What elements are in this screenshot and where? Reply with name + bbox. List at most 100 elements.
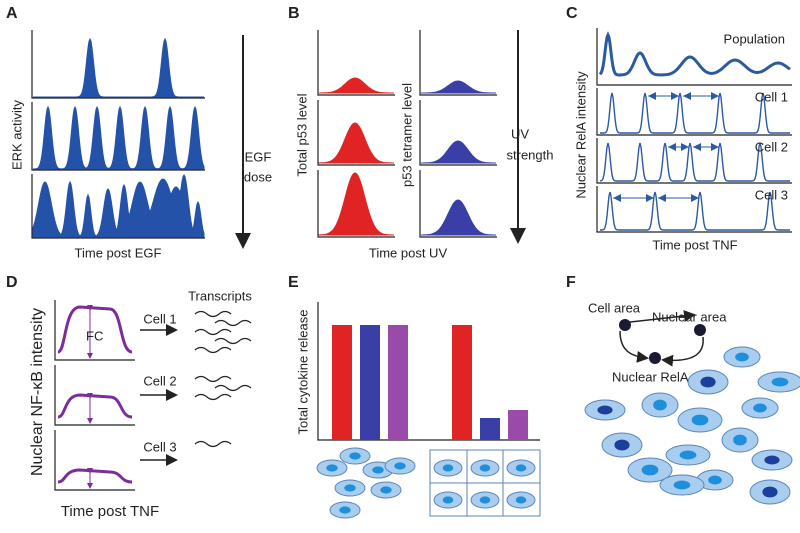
nucleus xyxy=(442,496,454,504)
nucleus xyxy=(515,496,527,504)
drawing xyxy=(31,28,800,519)
axis xyxy=(419,170,497,238)
bar xyxy=(388,325,408,440)
nucleus xyxy=(515,464,527,472)
nucleus xyxy=(733,434,747,446)
axis xyxy=(419,30,497,96)
bar xyxy=(480,418,500,440)
transcript xyxy=(214,384,252,392)
nucleus xyxy=(708,475,722,485)
axis xyxy=(596,138,792,184)
node-label: Nuclear RelA xyxy=(612,369,689,384)
axis-label: Time post EGF xyxy=(75,245,162,260)
axis xyxy=(317,30,395,96)
axis xyxy=(596,186,792,233)
axis xyxy=(54,300,135,361)
transcript xyxy=(194,346,232,354)
axis xyxy=(31,102,205,171)
trace xyxy=(598,31,791,77)
axis-label: Time post TNF xyxy=(61,503,159,520)
panel-letter: D xyxy=(6,274,18,291)
node xyxy=(619,319,631,331)
arrow-label: dose xyxy=(244,169,272,184)
axis-label: Total cytokine release xyxy=(295,309,310,434)
row-label: Cell 3 xyxy=(755,187,788,202)
axis xyxy=(54,430,135,491)
transcript xyxy=(194,310,232,318)
axis xyxy=(54,365,135,426)
nucleus xyxy=(326,464,338,472)
nucleus xyxy=(372,466,384,474)
nucleus xyxy=(479,496,491,504)
axis xyxy=(31,30,205,99)
nucleus xyxy=(641,464,659,476)
trace xyxy=(57,393,133,419)
node xyxy=(694,324,706,336)
panel-letter: F xyxy=(566,274,576,291)
axis-label: p53 tetramer level xyxy=(399,83,414,187)
transcript xyxy=(194,393,232,401)
peak-shape xyxy=(33,37,204,98)
transcript xyxy=(194,375,232,383)
nucleus xyxy=(735,352,749,362)
nucleus xyxy=(442,464,454,472)
axis-label: Nuclear NF-κB intensity xyxy=(29,308,46,476)
trace xyxy=(600,191,790,231)
trace xyxy=(600,92,790,134)
panel-letter: B xyxy=(288,5,300,22)
nucleus xyxy=(479,464,491,472)
bar xyxy=(332,325,352,440)
axis-label: Total p53 level xyxy=(294,93,309,176)
peak-shape xyxy=(318,172,394,236)
nucleus xyxy=(380,486,392,494)
node xyxy=(649,352,661,364)
transcript xyxy=(194,328,232,336)
annotation: FC xyxy=(86,328,103,343)
trace xyxy=(599,142,790,182)
peak-shape xyxy=(33,105,205,170)
peak-shape xyxy=(421,199,496,236)
row-label: Cell 1 xyxy=(755,89,788,104)
axis xyxy=(317,100,395,166)
peak-shape xyxy=(421,80,496,94)
nucleus xyxy=(764,455,780,465)
edge xyxy=(661,336,704,367)
column-label: Transcripts xyxy=(188,288,252,303)
arrow-label: strength xyxy=(507,147,554,162)
peak-shape xyxy=(421,140,496,164)
bar xyxy=(508,410,528,440)
nucleus xyxy=(339,506,351,514)
peak-shape xyxy=(318,122,394,164)
nucleus xyxy=(344,484,356,492)
panel-letter: C xyxy=(566,5,578,22)
nucleus xyxy=(673,480,691,490)
nucleus xyxy=(597,405,613,415)
nucleus xyxy=(762,486,778,498)
node-label: Cell area xyxy=(588,300,641,315)
axis xyxy=(596,28,792,86)
axis xyxy=(317,170,395,238)
axis-label: ERK activity xyxy=(9,99,24,170)
nucleus xyxy=(771,377,789,387)
peak-shape xyxy=(32,174,205,238)
arrow-label: EGF xyxy=(245,149,272,164)
axis xyxy=(31,174,205,239)
row-label: Population xyxy=(724,31,785,46)
nucleus xyxy=(349,452,361,460)
cell-label: Cell 1 xyxy=(143,311,176,326)
axis xyxy=(419,100,497,166)
nucleus xyxy=(679,450,697,460)
transcript xyxy=(194,440,232,448)
peak-shape xyxy=(319,77,394,94)
nucleus xyxy=(394,462,406,470)
nucleus xyxy=(700,376,716,388)
panel-letter: E xyxy=(288,274,299,291)
cell-label: Cell 3 xyxy=(143,439,176,454)
cell-label: Cell 2 xyxy=(143,373,176,388)
axis-label: Time post TNF xyxy=(652,237,737,252)
bar xyxy=(452,325,472,440)
bar xyxy=(360,325,380,440)
edge xyxy=(619,330,649,363)
nucleus xyxy=(753,403,767,413)
